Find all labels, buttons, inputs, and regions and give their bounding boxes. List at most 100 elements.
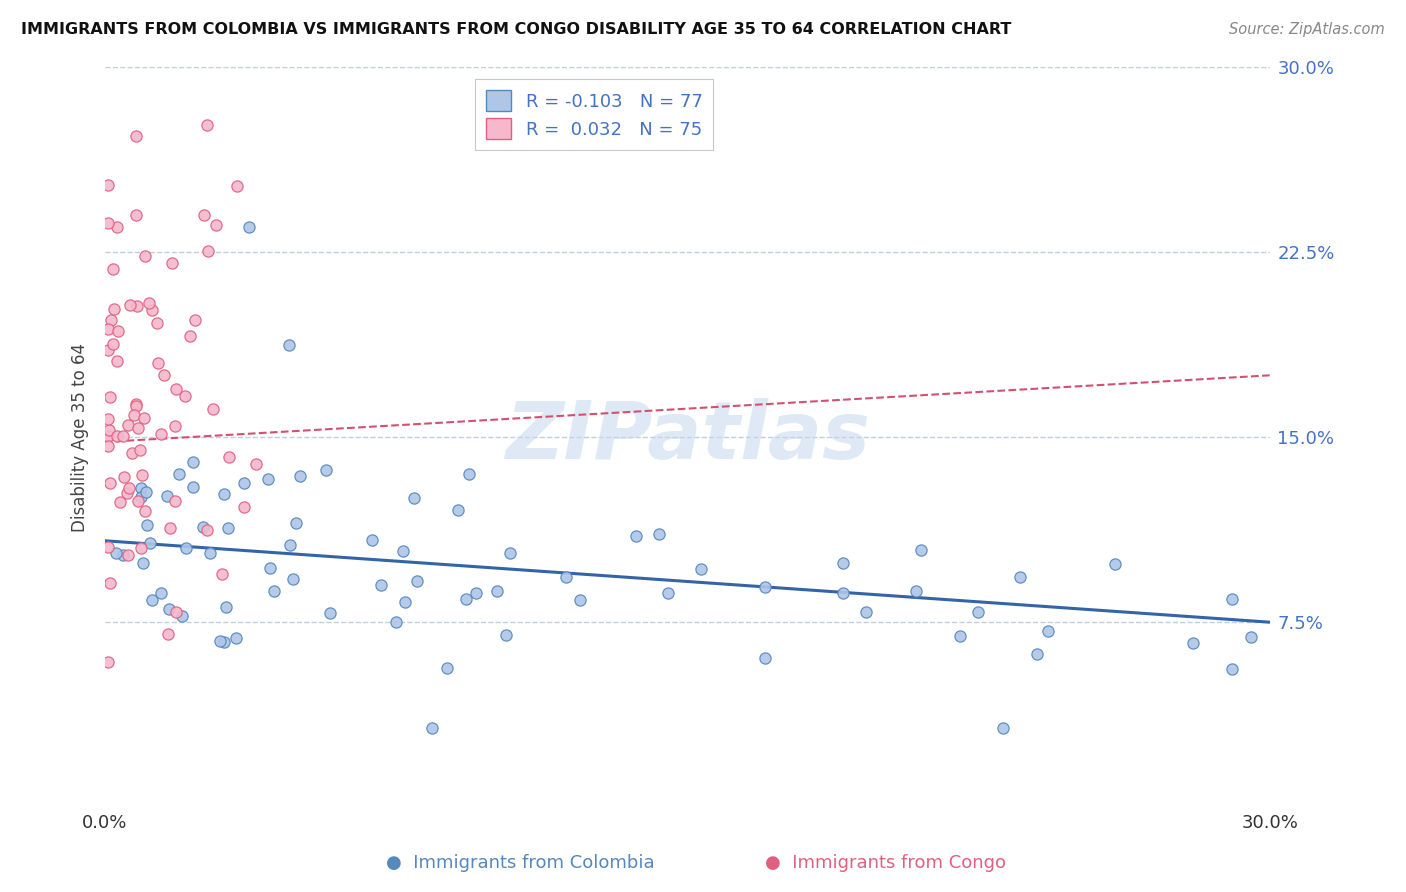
Point <box>657 586 679 600</box>
Point <box>457 467 479 481</box>
Point <box>855 605 877 619</box>
Point <box>647 526 669 541</box>
Point <box>149 586 172 600</box>
Point <box>288 468 311 483</box>
Point <box>1008 570 1031 584</box>
Point <box>135 518 157 533</box>
Point <box>993 722 1015 736</box>
Point <box>122 409 145 423</box>
Point <box>486 583 509 598</box>
Point <box>112 548 135 562</box>
Point <box>108 495 131 509</box>
Point <box>141 302 163 317</box>
Point <box>121 446 143 460</box>
Point <box>215 600 238 615</box>
Point <box>406 574 429 588</box>
Point <box>690 562 713 576</box>
Point <box>125 400 148 414</box>
Point <box>111 429 134 443</box>
Point <box>125 299 148 313</box>
Point <box>385 615 408 630</box>
Point <box>278 538 301 552</box>
Point <box>134 249 156 263</box>
Point <box>1104 557 1126 571</box>
Point <box>134 410 156 425</box>
Point <box>218 450 240 464</box>
Point <box>117 418 139 433</box>
Point <box>138 296 160 310</box>
Point <box>1026 647 1049 661</box>
Point <box>97 322 120 336</box>
Point <box>211 566 233 581</box>
Point <box>754 580 776 594</box>
Point <box>910 543 932 558</box>
Point <box>174 541 197 555</box>
Point <box>165 382 187 396</box>
Point <box>394 595 416 609</box>
Point <box>146 356 169 370</box>
Point <box>181 455 204 469</box>
Point <box>125 208 148 222</box>
Point <box>167 467 190 482</box>
Point <box>420 721 443 735</box>
Point <box>97 343 120 357</box>
Point <box>98 423 121 437</box>
Point <box>127 421 149 435</box>
Point <box>107 354 129 368</box>
Point <box>193 209 215 223</box>
Point <box>162 256 184 270</box>
Point <box>948 629 970 643</box>
Point <box>139 535 162 549</box>
Point <box>131 490 153 504</box>
Point <box>97 540 120 554</box>
Legend: R = -0.103   N = 77, R =  0.032   N = 75: R = -0.103 N = 77, R = 0.032 N = 75 <box>475 79 713 150</box>
Point <box>117 549 139 563</box>
Point <box>217 521 239 535</box>
Point <box>198 546 221 560</box>
Point <box>832 556 855 570</box>
Point <box>132 556 155 570</box>
Point <box>134 504 156 518</box>
Point <box>283 572 305 586</box>
Point <box>172 609 194 624</box>
Point <box>277 338 299 352</box>
Point <box>105 220 128 235</box>
Point <box>165 605 187 619</box>
Point <box>181 480 204 494</box>
Point <box>495 628 517 642</box>
Point <box>156 489 179 503</box>
Point <box>568 593 591 607</box>
Point <box>284 516 307 530</box>
Point <box>107 325 129 339</box>
Point <box>129 541 152 556</box>
Point <box>165 494 187 508</box>
Point <box>183 313 205 327</box>
Point <box>103 302 125 317</box>
Point <box>256 472 278 486</box>
Point <box>156 627 179 641</box>
Point <box>112 470 135 484</box>
Point <box>146 316 169 330</box>
Point <box>100 475 122 490</box>
Point <box>498 546 520 560</box>
Point <box>157 602 180 616</box>
Point <box>135 485 157 500</box>
Text: Source: ZipAtlas.com: Source: ZipAtlas.com <box>1229 22 1385 37</box>
Point <box>118 298 141 312</box>
Point <box>131 481 153 495</box>
Text: ●  Immigrants from Colombia: ● Immigrants from Colombia <box>385 855 655 872</box>
Text: IMMIGRANTS FROM COLOMBIA VS IMMIGRANTS FROM CONGO DISABILITY AGE 35 TO 64 CORREL: IMMIGRANTS FROM COLOMBIA VS IMMIGRANTS F… <box>21 22 1011 37</box>
Point <box>118 481 141 495</box>
Point <box>370 577 392 591</box>
Point <box>555 570 578 584</box>
Point <box>259 561 281 575</box>
Point <box>101 337 124 351</box>
Point <box>456 592 478 607</box>
Point <box>202 401 225 416</box>
Point <box>165 418 187 433</box>
Point <box>392 543 415 558</box>
Point <box>1240 630 1263 644</box>
Point <box>225 631 247 645</box>
Point <box>105 545 128 559</box>
Point <box>197 244 219 259</box>
